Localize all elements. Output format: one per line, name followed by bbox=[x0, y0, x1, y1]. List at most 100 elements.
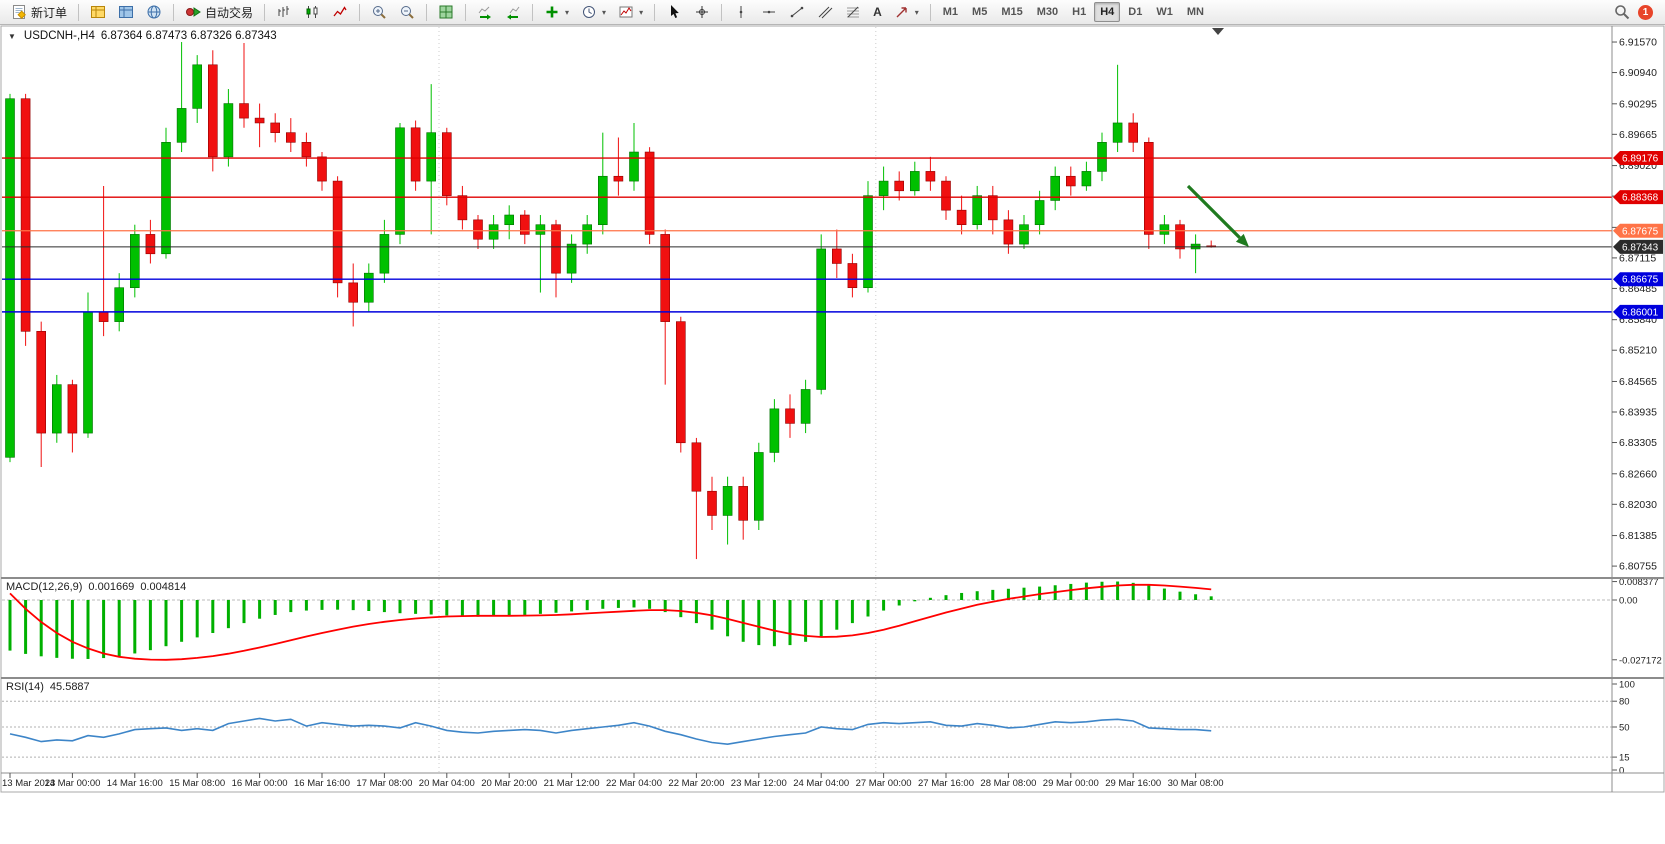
candle-body bbox=[1019, 224, 1029, 245]
candle-body bbox=[972, 195, 983, 226]
timeframe-d1-button[interactable]: D1 bbox=[1128, 6, 1143, 18]
candle-body bbox=[83, 311, 93, 434]
cursor-tool-button[interactable] bbox=[661, 1, 687, 23]
candle-body bbox=[769, 408, 780, 453]
vertical-line-tool-button[interactable] bbox=[728, 1, 754, 23]
line-chart-icon bbox=[333, 6, 347, 17]
tile-windows-button[interactable] bbox=[433, 1, 459, 23]
svg-text:6.91570: 6.91570 bbox=[1619, 37, 1657, 49]
navigator-icon bbox=[147, 5, 161, 19]
candle-body bbox=[51, 384, 62, 434]
price-tag-6.87675[interactable]: 6.87675 bbox=[1613, 223, 1663, 238]
candle-body bbox=[1066, 175, 1076, 187]
svg-text:6.85210: 6.85210 bbox=[1619, 345, 1657, 357]
zoom-out-button[interactable] bbox=[394, 1, 420, 23]
candle-body bbox=[192, 64, 202, 109]
candle-body bbox=[566, 243, 577, 274]
chart-shift-button[interactable] bbox=[500, 1, 526, 23]
price-tag-6.86675[interactable]: 6.86675 bbox=[1613, 272, 1663, 287]
arrows-tool-button[interactable]: ▾ bbox=[889, 1, 924, 23]
chart-title-bar: ▼ USDCNH-,H4 6.87364 6.87473 6.87326 6.8… bbox=[6, 30, 277, 42]
channel-tool-button[interactable] bbox=[812, 1, 838, 23]
price-axis[interactable]: 6.915706.909406.902956.896656.890206.883… bbox=[1612, 37, 1657, 573]
price-tag-6.88368[interactable]: 6.88368 bbox=[1613, 190, 1663, 205]
svg-text:6.90295: 6.90295 bbox=[1619, 98, 1657, 110]
macd-title: MACD(12,26,9) bbox=[6, 581, 83, 593]
candle-body bbox=[1159, 224, 1170, 235]
candle-body bbox=[1128, 122, 1138, 143]
macd-signal-line bbox=[9, 583, 1212, 661]
auto-trading-label: 自动交易 bbox=[205, 5, 254, 20]
auto-trading-button[interactable]: 自动交易 bbox=[180, 1, 258, 23]
periods-button[interactable]: ▾ bbox=[576, 1, 611, 23]
candle-body bbox=[535, 224, 546, 235]
zoom-out-icon bbox=[401, 6, 414, 19]
dropdown-caret-icon: ▾ bbox=[602, 7, 607, 17]
candle-body bbox=[1050, 175, 1060, 201]
candle-body bbox=[1175, 224, 1185, 250]
timeframe-w1-button[interactable]: W1 bbox=[1156, 6, 1173, 18]
timeframe-m1-button[interactable]: M1 bbox=[942, 6, 959, 18]
toolbar-separator bbox=[78, 3, 80, 21]
chart-ohlc-values: 6.87364 6.87473 6.87326 6.87343 bbox=[100, 30, 277, 42]
svg-text:27 Mar 00:00: 27 Mar 00:00 bbox=[856, 778, 912, 789]
price-tag-6.87343[interactable]: 6.87343 bbox=[1613, 239, 1663, 254]
chart-shift-marker[interactable] bbox=[1212, 28, 1224, 35]
new-order-button[interactable]: 新订单 bbox=[6, 1, 72, 23]
data-window-button[interactable] bbox=[113, 1, 139, 23]
timeframe-mn-button[interactable]: MN bbox=[1186, 6, 1204, 18]
candle-body bbox=[753, 452, 764, 521]
market-watch-icon bbox=[91, 6, 106, 18]
new-order-label: 新订单 bbox=[31, 5, 68, 20]
chart-shift-icon bbox=[507, 6, 520, 20]
candlestick-mode-button[interactable] bbox=[299, 1, 325, 23]
fibonacci-tool-button[interactable] bbox=[840, 1, 866, 23]
crosshair-tool-button[interactable] bbox=[689, 1, 715, 23]
svg-text:100: 100 bbox=[1619, 680, 1635, 691]
bar-chart-mode-button[interactable] bbox=[271, 1, 297, 23]
timeframe-h1-button[interactable]: H1 bbox=[1072, 6, 1087, 18]
timeframe-h4-button[interactable]: H4 bbox=[1094, 2, 1121, 22]
market-watch-button[interactable] bbox=[85, 1, 111, 23]
trend-arrow[interactable] bbox=[1186, 184, 1249, 247]
svg-text:6.87115: 6.87115 bbox=[1619, 252, 1656, 264]
indicators-button[interactable]: ▾ bbox=[539, 1, 574, 23]
navigator-button[interactable] bbox=[141, 1, 167, 23]
search-icon[interactable] bbox=[1614, 4, 1630, 20]
timeframe-m5-button[interactable]: M5 bbox=[972, 6, 988, 18]
candle-body bbox=[161, 142, 171, 255]
templates-button[interactable]: ▾ bbox=[613, 1, 648, 23]
svg-text:17 Mar 08:00: 17 Mar 08:00 bbox=[356, 778, 412, 789]
candle-body bbox=[223, 103, 234, 158]
main-toolbar: 新订单 自动交易 bbox=[0, 0, 1665, 25]
rsi-panel: 100 80 50 15 0 bbox=[2, 680, 1635, 777]
auto-scroll-button[interactable] bbox=[472, 1, 498, 23]
price-tag-6.86001[interactable]: 6.86001 bbox=[1613, 304, 1663, 319]
chart-menu-button[interactable]: ▼ bbox=[8, 31, 16, 41]
price-tag-6.89176[interactable]: 6.89176 bbox=[1613, 151, 1663, 166]
fibonacci-icon bbox=[847, 6, 860, 18]
svg-text:6.83935: 6.83935 bbox=[1619, 407, 1657, 419]
timeframe-m30-button[interactable]: M30 bbox=[1036, 6, 1059, 18]
candle-body bbox=[956, 209, 967, 226]
line-chart-mode-button[interactable] bbox=[327, 1, 353, 23]
svg-text:14 Mar 00:00: 14 Mar 00:00 bbox=[44, 778, 100, 789]
candle-body bbox=[239, 103, 249, 119]
zoom-in-button[interactable] bbox=[366, 1, 392, 23]
candle-body bbox=[660, 234, 671, 322]
svg-text:16 Mar 16:00: 16 Mar 16:00 bbox=[294, 778, 350, 789]
text-tool-button[interactable]: A bbox=[868, 1, 887, 23]
candle-body bbox=[738, 486, 749, 521]
horizontal-line-tool-button[interactable] bbox=[756, 1, 782, 23]
timeframe-m15-button[interactable]: M15 bbox=[1001, 6, 1023, 18]
candle-body bbox=[98, 311, 109, 322]
notification-badge[interactable]: 1 bbox=[1638, 4, 1653, 20]
svg-text:22 Mar 20:00: 22 Mar 20:00 bbox=[668, 778, 724, 789]
horizontal-lines[interactable] bbox=[2, 157, 1612, 313]
candle-body bbox=[1003, 219, 1014, 245]
svg-text:6.82030: 6.82030 bbox=[1619, 499, 1657, 511]
candle-body bbox=[644, 151, 655, 235]
trendline-tool-button[interactable] bbox=[784, 1, 810, 23]
